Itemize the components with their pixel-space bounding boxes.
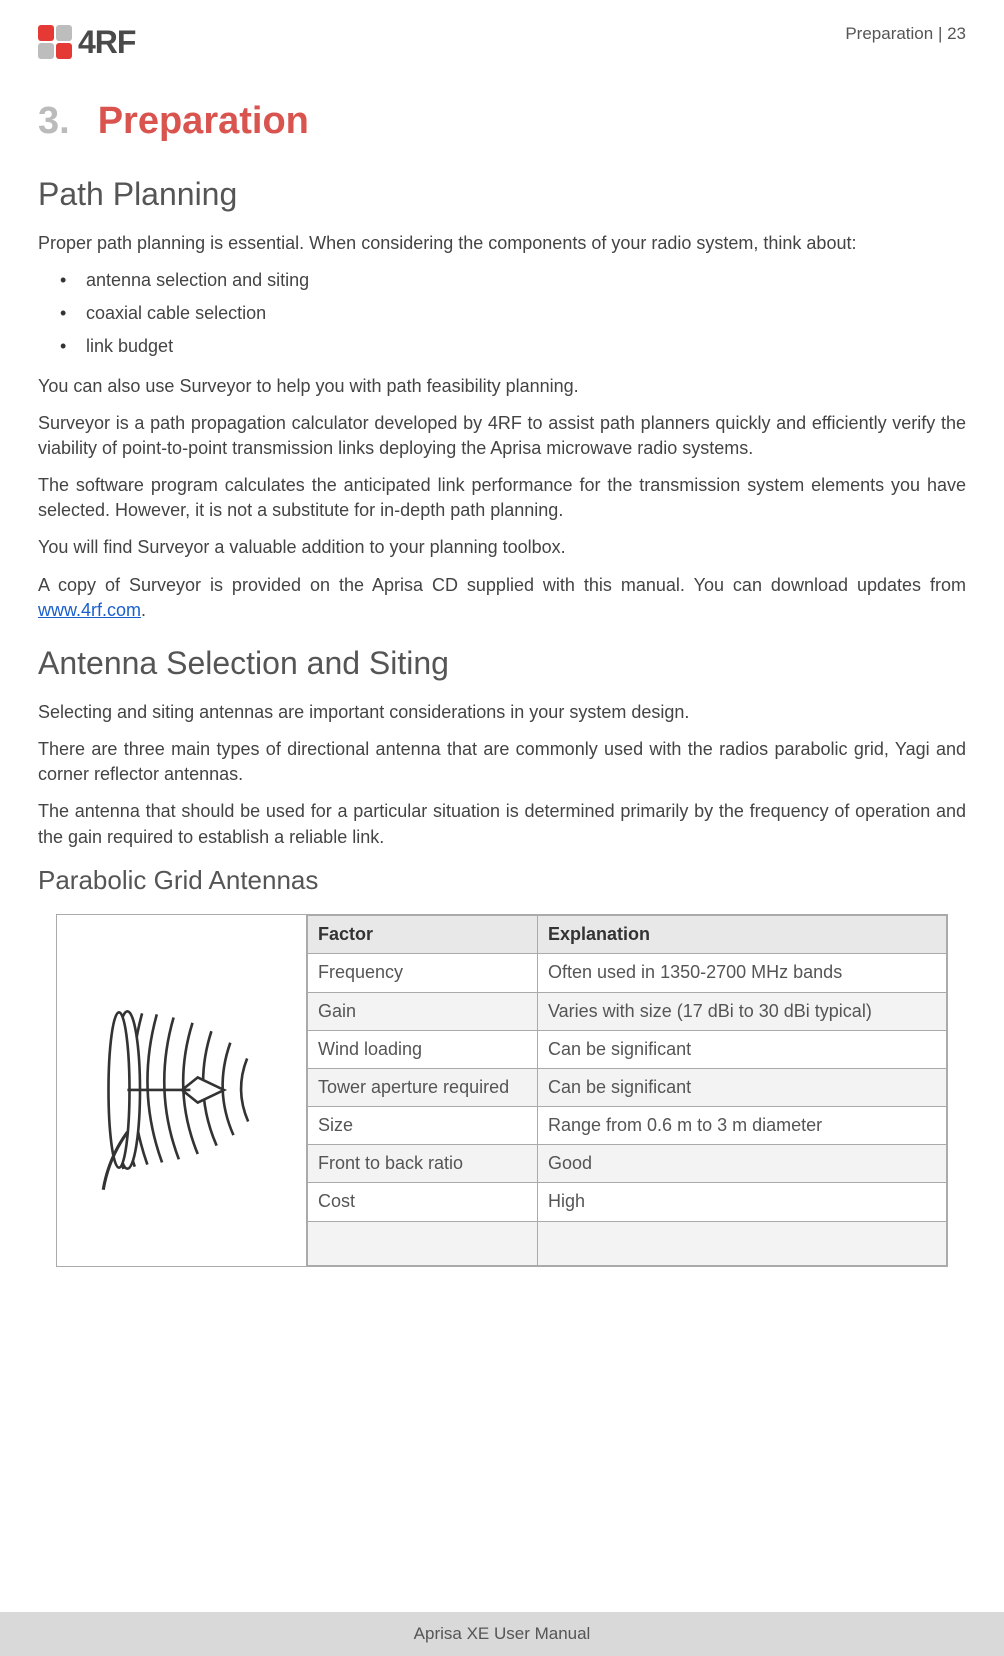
- breadcrumb: Preparation | 23: [845, 20, 966, 46]
- body-text: Selecting and siting antennas are import…: [38, 700, 966, 725]
- body-text: Proper path planning is essential. When …: [38, 231, 966, 256]
- body-text: A copy of Surveyor is provided on the Ap…: [38, 573, 966, 623]
- table-cell-factor: Cost: [308, 1183, 538, 1221]
- table-row: Wind loadingCan be significant: [308, 1030, 947, 1068]
- antenna-table-wrap: Factor Explanation FrequencyOften used i…: [56, 914, 948, 1267]
- table-row: Tower aperture requiredCan be significan…: [308, 1068, 947, 1106]
- logo-mark-icon: [38, 25, 72, 59]
- body-text: Surveyor is a path propagation calculato…: [38, 411, 966, 461]
- chapter-name: Preparation: [98, 100, 309, 142]
- table-cell-blank: [308, 1221, 538, 1265]
- external-link[interactable]: www.4rf.com: [38, 600, 141, 620]
- table-header: Factor: [308, 916, 538, 954]
- chapter-title: 3. Preparation: [38, 95, 966, 148]
- table-header: Explanation: [538, 916, 947, 954]
- body-text: You can also use Surveyor to help you wi…: [38, 374, 966, 399]
- body-text: There are three main types of directiona…: [38, 737, 966, 787]
- table-cell-explanation: Varies with size (17 dBi to 30 dBi typic…: [538, 992, 947, 1030]
- list-item: antenna selection and siting: [38, 268, 966, 293]
- table-row: CostHigh: [308, 1183, 947, 1221]
- subsection-parabolic-grid: Parabolic Grid Antennas: [38, 862, 966, 898]
- table-cell-explanation: Range from 0.6 m to 3 m diameter: [538, 1107, 947, 1145]
- table-cell-factor: Size: [308, 1107, 538, 1145]
- bullet-list: antenna selection and siting coaxial cab…: [38, 268, 966, 360]
- table-cell-explanation: Often used in 1350-2700 MHz bands: [538, 954, 947, 992]
- section-path-planning: Path Planning: [38, 172, 966, 217]
- antenna-factors-table: Factor Explanation FrequencyOften used i…: [307, 915, 947, 1266]
- body-text: The antenna that should be used for a pa…: [38, 799, 966, 849]
- list-item: link budget: [38, 334, 966, 359]
- chapter-number: 3.: [38, 100, 70, 142]
- section-antenna-selection: Antenna Selection and Siting: [38, 641, 966, 686]
- logo: 4RF: [38, 20, 135, 65]
- table-cell-explanation: Good: [538, 1145, 947, 1183]
- logo-text: 4RF: [78, 20, 135, 65]
- table-row: SizeRange from 0.6 m to 3 m diameter: [308, 1107, 947, 1145]
- body-text-part: .: [141, 600, 146, 620]
- table-row-blank: [308, 1221, 947, 1265]
- table-cell-factor: Tower aperture required: [308, 1068, 538, 1106]
- table-cell-explanation: Can be significant: [538, 1068, 947, 1106]
- table-row: Front to back ratioGood: [308, 1145, 947, 1183]
- list-item: coaxial cable selection: [38, 301, 966, 326]
- page-footer: Aprisa XE User Manual: [0, 1612, 1004, 1656]
- table-cell-factor: Wind loading: [308, 1030, 538, 1068]
- table-row: FrequencyOften used in 1350-2700 MHz ban…: [308, 954, 947, 992]
- table-cell-factor: Front to back ratio: [308, 1145, 538, 1183]
- footer-text: Aprisa XE User Manual: [414, 1622, 591, 1646]
- body-text: The software program calculates the anti…: [38, 473, 966, 523]
- table-cell-blank: [538, 1221, 947, 1265]
- table-cell-explanation: Can be significant: [538, 1030, 947, 1068]
- table-cell-factor: Frequency: [308, 954, 538, 992]
- parabolic-antenna-icon: [57, 915, 307, 1266]
- body-text: You will find Surveyor a valuable additi…: [38, 535, 966, 560]
- table-cell-explanation: High: [538, 1183, 947, 1221]
- body-text-part: A copy of Surveyor is provided on the Ap…: [38, 575, 966, 595]
- page-header: 4RF Preparation | 23: [38, 20, 966, 65]
- table-row: GainVaries with size (17 dBi to 30 dBi t…: [308, 992, 947, 1030]
- table-cell-factor: Gain: [308, 992, 538, 1030]
